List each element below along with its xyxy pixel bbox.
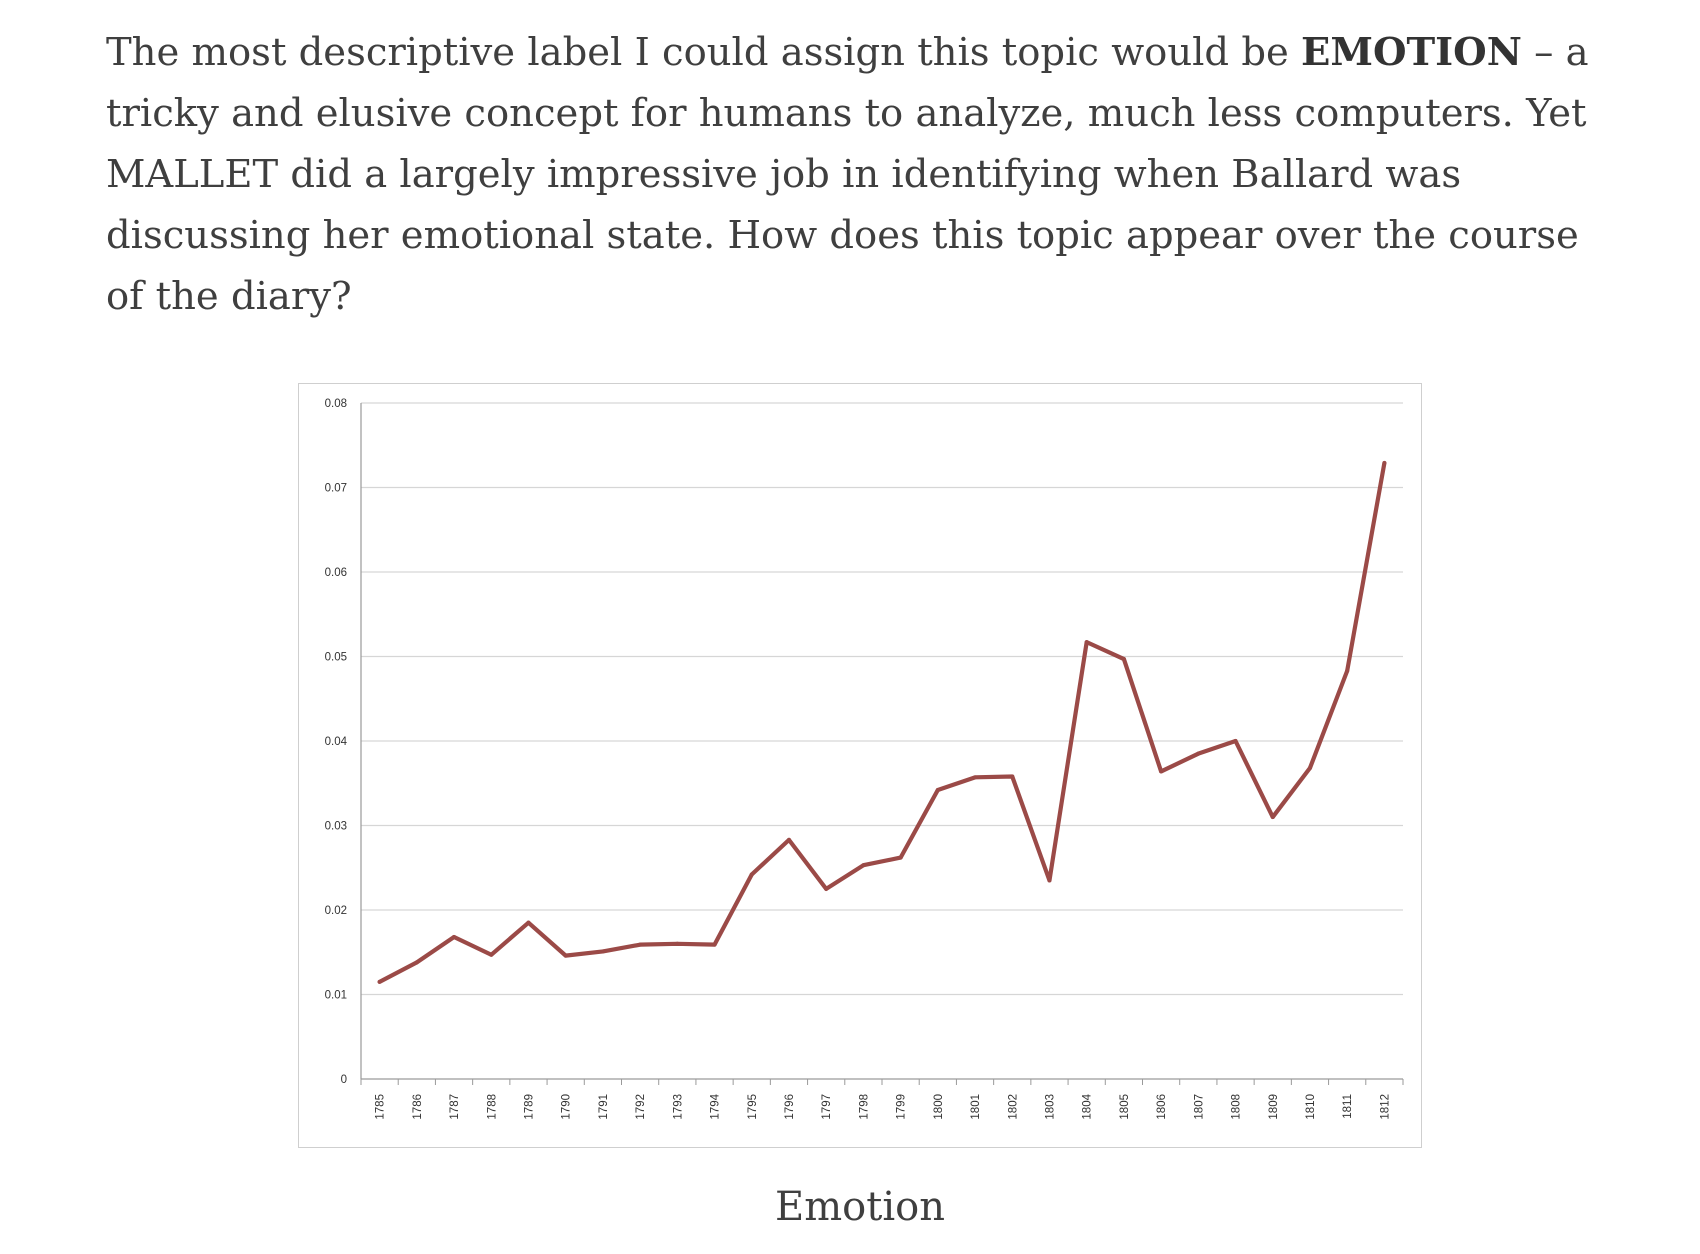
- data-point-1799: [898, 855, 903, 860]
- figure-caption: Emotion: [775, 1184, 945, 1230]
- paragraph-text-start: The most descriptive label I could assig…: [106, 30, 1301, 75]
- data-point-1806: [1159, 769, 1164, 774]
- data-point-1809: [1270, 815, 1275, 820]
- x-tick-label-1786: 1786: [412, 1094, 424, 1120]
- data-point-1788: [489, 952, 494, 957]
- data-point-1803: [1047, 878, 1052, 883]
- data-point-1795: [749, 872, 754, 877]
- x-tick-label-1805: 1805: [1119, 1094, 1131, 1120]
- x-tick-label-1810: 1810: [1305, 1094, 1317, 1120]
- data-point-1805: [1121, 657, 1126, 662]
- data-point-1808: [1233, 739, 1238, 743]
- data-point-1786: [414, 960, 419, 965]
- data-point-1791: [600, 949, 605, 954]
- x-tick-label-1804: 1804: [1082, 1093, 1094, 1119]
- y-tick-label: 0.05: [325, 652, 347, 664]
- emotion-bold-label: EMOTION: [1301, 30, 1522, 75]
- data-point-1789: [526, 920, 531, 925]
- x-tick-label-1796: 1796: [784, 1094, 796, 1120]
- data-point-1794: [712, 942, 717, 947]
- data-point-1800: [935, 788, 940, 793]
- data-point-1785: [377, 979, 382, 984]
- grid-layer: [361, 402, 1403, 996]
- x-tick-label-1802: 1802: [1007, 1094, 1019, 1120]
- data-point-1797: [824, 886, 829, 891]
- data-point-1812: [1382, 460, 1387, 465]
- data-point-1810: [1307, 766, 1312, 771]
- x-tick-label-1790: 1790: [561, 1094, 573, 1120]
- series-line-0: [377, 460, 1387, 984]
- x-tick-label-1808: 1808: [1231, 1094, 1243, 1120]
- x-tick-label-1794: 1794: [710, 1093, 722, 1119]
- data-point-1787: [452, 935, 457, 940]
- y-tick-label: 0.07: [325, 483, 347, 495]
- data-point-1798: [861, 863, 866, 868]
- data-point-1804: [1084, 640, 1089, 645]
- x-tick-label-1798: 1798: [858, 1094, 870, 1120]
- data-point-1807: [1196, 751, 1201, 756]
- x-tick-label-1795: 1795: [747, 1094, 759, 1120]
- chart-svg: 0 0.01 0.02 0.03 0.04 0.05 0.06 0.07 0.08 1785 178…: [325, 398, 1404, 1120]
- x-tick-label-1809: 1809: [1268, 1094, 1280, 1120]
- x-tick-label-1799: 1799: [896, 1094, 908, 1120]
- x-tick-label-1797: 1797: [821, 1094, 833, 1120]
- data-point-1796: [786, 837, 791, 842]
- y-tick-label: 0.08: [325, 398, 347, 410]
- y-tick-label: 0.01: [325, 990, 347, 1002]
- x-tick-label-1788: 1788: [486, 1094, 498, 1120]
- x-tick-label-1800: 1800: [933, 1094, 945, 1120]
- x-tick-label-1806: 1806: [1156, 1094, 1168, 1120]
- x-tick-label-1791: 1791: [598, 1094, 610, 1120]
- data-point-1792: [638, 942, 643, 947]
- x-tick-label-1801: 1801: [970, 1094, 982, 1120]
- axis-layer: 0 0.01 0.02 0.03 0.04 0.05 0.06 0.07 0.08 1785 178…: [325, 398, 1404, 1120]
- x-tick-label-1785: 1785: [375, 1094, 387, 1120]
- x-tick-label-1792: 1792: [635, 1094, 647, 1120]
- x-tick-label-1803: 1803: [1044, 1094, 1056, 1120]
- y-tick-label: 0.06: [325, 567, 347, 579]
- x-tick-label-1789: 1789: [523, 1094, 535, 1120]
- data-point-1802: [1010, 774, 1015, 779]
- x-tick-label-1807: 1807: [1193, 1094, 1205, 1120]
- series-layer: [377, 460, 1387, 984]
- data-point-1790: [563, 953, 568, 958]
- x-tick-label-1787: 1787: [449, 1094, 461, 1120]
- data-point-1801: [973, 775, 978, 780]
- x-tick-label-1793: 1793: [672, 1094, 684, 1120]
- y-tick-label: 0: [341, 1074, 347, 1086]
- x-tick-label-1812: 1812: [1379, 1094, 1391, 1120]
- article-paragraph: The most descriptive label I could assig…: [106, 22, 1616, 327]
- data-point-1811: [1345, 668, 1350, 673]
- y-tick-label: 0.02: [325, 905, 347, 917]
- y-tick-label: 0.04: [325, 736, 348, 748]
- y-tick-label: 0.03: [325, 821, 347, 833]
- paragraph-text-end: – a tricky and elusive concept for human…: [106, 30, 1589, 319]
- data-point-1793: [675, 941, 680, 946]
- x-tick-label-1811: 1811: [1342, 1094, 1354, 1119]
- emotion-chart: 0 0.01 0.02 0.03 0.04 0.05 0.06 0.07 0.08 1785 178…: [298, 383, 1422, 1148]
